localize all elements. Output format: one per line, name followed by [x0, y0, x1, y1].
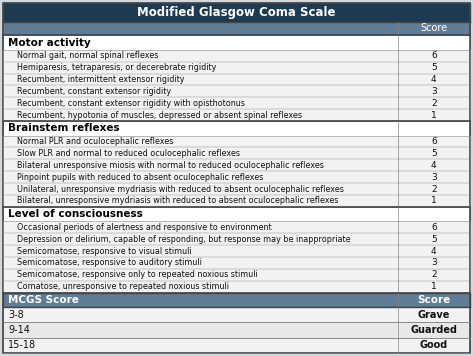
Text: 4: 4 [431, 75, 437, 84]
Bar [3, 245, 470, 257]
Bar [3, 233, 470, 245]
Text: Pinpoint pupils with reduced to absent oculocephalic reflexes: Pinpoint pupils with reduced to absent o… [17, 173, 263, 182]
Text: Slow PLR and normal to reduced oculocephalic reflexes: Slow PLR and normal to reduced oculoceph… [17, 149, 240, 158]
Bar [3, 307, 470, 323]
Text: Hemiparesis, tetraparesis, or decerebrate rigidity: Hemiparesis, tetraparesis, or decerebrat… [17, 63, 216, 72]
Text: Occasional periods of alertness and responsive to environment: Occasional periods of alertness and resp… [17, 223, 272, 232]
Text: Bilateral unresponsive miosis with normal to reduced oculocephalic reflexes: Bilateral unresponsive miosis with norma… [17, 161, 324, 170]
Bar [3, 221, 470, 233]
Bar [3, 50, 470, 62]
Text: 1: 1 [431, 111, 437, 120]
Bar [3, 85, 470, 97]
Bar [3, 207, 470, 221]
Text: Recumbent, intermittent extensor rigidity: Recumbent, intermittent extensor rigidit… [17, 75, 184, 84]
Text: 1: 1 [431, 197, 437, 205]
Bar [3, 257, 470, 269]
Text: 9-14: 9-14 [8, 325, 30, 335]
Text: Motor activity: Motor activity [8, 37, 91, 47]
Bar [3, 171, 470, 183]
Text: 5: 5 [431, 149, 437, 158]
Text: 2: 2 [431, 99, 437, 108]
Bar [3, 147, 470, 159]
Bar [3, 109, 470, 121]
Text: Brainstem reflexes: Brainstem reflexes [8, 123, 120, 133]
Bar [3, 97, 470, 109]
Bar [3, 121, 470, 136]
Text: Recumbent, constant extensor rigidity: Recumbent, constant extensor rigidity [17, 87, 171, 96]
Text: Guarded: Guarded [410, 325, 457, 335]
Text: Good: Good [420, 340, 448, 350]
Text: 3: 3 [431, 173, 437, 182]
Text: MCGS Score: MCGS Score [8, 295, 79, 305]
Text: Level of consciousness: Level of consciousness [8, 209, 143, 219]
Text: Unilateral, unresponsive mydriasis with reduced to absent oculocephalic reflexes: Unilateral, unresponsive mydriasis with … [17, 184, 344, 194]
Text: Comatose, unresponsive to repeated noxious stimuli: Comatose, unresponsive to repeated noxio… [17, 282, 229, 291]
Text: 6: 6 [431, 223, 437, 232]
Bar [3, 338, 470, 353]
Bar [3, 281, 470, 293]
Bar [3, 159, 470, 171]
Bar [3, 136, 470, 147]
Text: Normal PLR and oculocephalic reflexes: Normal PLR and oculocephalic reflexes [17, 137, 174, 146]
Text: 2: 2 [431, 184, 437, 194]
Text: Modified Glasgow Coma Scale: Modified Glasgow Coma Scale [137, 6, 336, 19]
Bar [3, 3, 470, 22]
Bar [3, 195, 470, 207]
Bar [3, 73, 470, 85]
Text: 6: 6 [431, 137, 437, 146]
Text: Normal gait, normal spinal reflexes: Normal gait, normal spinal reflexes [17, 51, 158, 60]
Text: Score: Score [417, 295, 450, 305]
Text: Recumbent, hypotonia of muscles, depressed or absent spinal reflexes: Recumbent, hypotonia of muscles, depress… [17, 111, 302, 120]
Text: 4: 4 [431, 161, 437, 170]
Bar [3, 35, 470, 50]
Text: Semicomatose, responsive to visual stimuli: Semicomatose, responsive to visual stimu… [17, 247, 192, 256]
Bar [3, 183, 470, 195]
Text: 3-8: 3-8 [8, 310, 24, 320]
Text: 15-18: 15-18 [8, 340, 36, 350]
Bar [3, 323, 470, 338]
Bar [3, 293, 470, 307]
Text: 3: 3 [431, 258, 437, 267]
Text: 6: 6 [431, 51, 437, 60]
Bar [3, 269, 470, 281]
Text: 1: 1 [431, 282, 437, 291]
Text: 3: 3 [431, 87, 437, 96]
Text: 2: 2 [431, 270, 437, 279]
Text: 5: 5 [431, 235, 437, 244]
Bar [3, 22, 470, 35]
Text: Semicomatose, responsive to auditory stimuli: Semicomatose, responsive to auditory sti… [17, 258, 202, 267]
Text: 5: 5 [431, 63, 437, 72]
Text: Recumbent, constant extensor rigidity with opisthotonus: Recumbent, constant extensor rigidity wi… [17, 99, 245, 108]
Text: 4: 4 [431, 247, 437, 256]
Text: Semicomatose, responsive only to repeated noxious stimuli: Semicomatose, responsive only to repeate… [17, 270, 258, 279]
Text: Bilateral, unresponsive mydriasis with reduced to absent oculocephalic reflexes: Bilateral, unresponsive mydriasis with r… [17, 197, 338, 205]
Text: Score: Score [420, 23, 447, 33]
Text: Depression or delirium, capable of responding, but response may be inappropriate: Depression or delirium, capable of respo… [17, 235, 350, 244]
Bar [3, 62, 470, 73]
Text: Grave: Grave [418, 310, 450, 320]
